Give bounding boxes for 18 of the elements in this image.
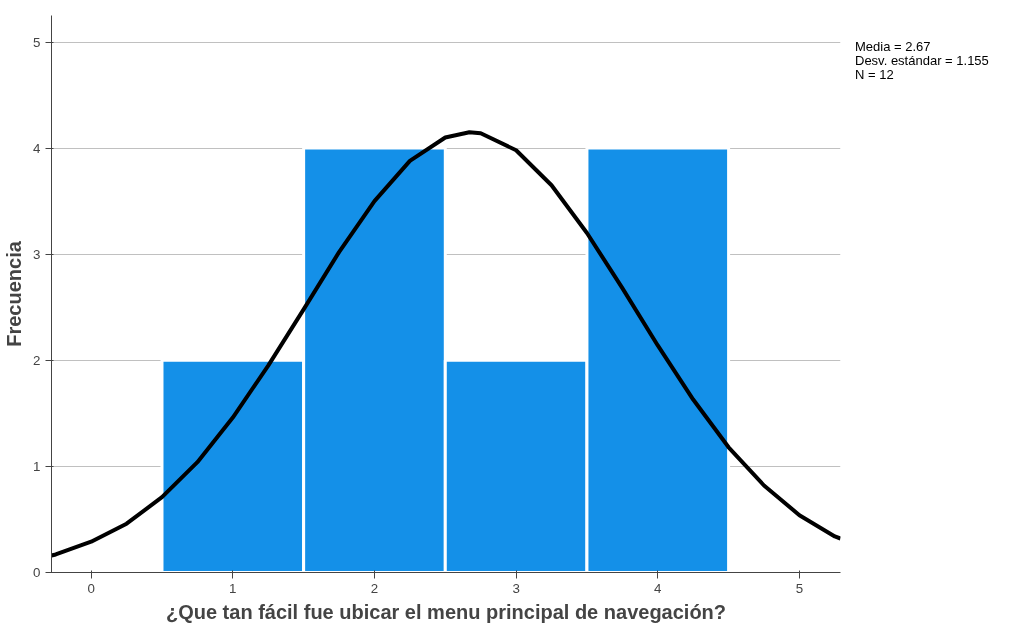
- x-tick-label: 2: [370, 580, 379, 596]
- text: Desv. estándar = 1.155: [855, 53, 989, 68]
- y-tick-label: 1: [33, 458, 41, 474]
- x-tick-label: 0: [87, 580, 95, 596]
- y-tick-label: 0: [33, 565, 41, 580]
- x-tick-label: 3: [512, 580, 520, 596]
- x-tick-label: 5: [795, 580, 804, 596]
- x-tick-label: 1: [229, 580, 237, 596]
- x-axis-title: ¿Que tan fácil fue ubicar el menu principal de navegación?: [165, 600, 727, 623]
- text: Media = 2.67: [855, 39, 931, 54]
- y-tick-label: 5: [33, 34, 41, 50]
- y-tick-label: 3: [33, 246, 41, 262]
- x-tick-label: 4: [654, 580, 663, 596]
- y-tick-label: 2: [33, 352, 41, 368]
- y-axis-title: Frecuencia: [3, 240, 26, 347]
- text: N = 12: [855, 67, 894, 82]
- y-tick-label: 4: [33, 140, 42, 156]
- line-series: [51, 130, 841, 558]
